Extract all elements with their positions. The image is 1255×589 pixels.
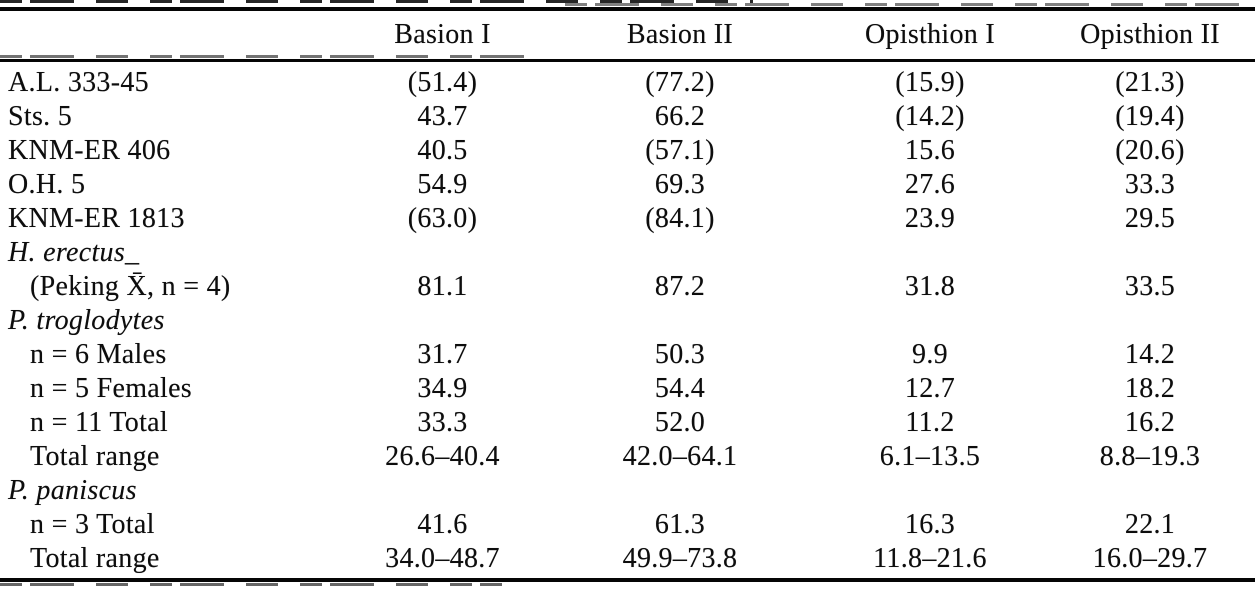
cell-value: (57.1) [645,135,715,166]
cell-value: (63.0) [407,203,478,234]
row-label: n = 6 Males [30,339,167,370]
cell-value: 15.6 [904,135,956,166]
scan-artifact-top [564,3,1255,6]
row-label: n = 11 Total [30,407,168,438]
table-row: A.L. 333-45 (51.4) (77.2) (15.9) (21.3) [0,66,1255,100]
cell-value: 16.3 [904,509,956,540]
cell-value: (51.4) [407,67,478,98]
column-header-basion-1: Basion I [394,19,491,50]
table-row: n = 11 Total 33.3 52.0 11.2 16.2 [0,406,1255,440]
table-header-row: Basion I Basion II Opisthion I Opisthion… [0,12,1255,58]
table-row: Total range 34.0–48.7 49.9–73.8 11.8–21.… [0,542,1255,576]
cell-value: 12.7 [904,373,956,404]
cell-value: 23.9 [904,203,956,234]
cell-value: 9.9 [912,339,948,370]
row-label: n = 5 Females [30,373,193,404]
cell-value: (15.9) [895,67,965,98]
row-label: Sts. 5 [8,101,73,132]
cell-value: 16.2 [1124,407,1176,438]
table-row: (Peking X̄, n = 4) 81.1 87.2 31.8 33.5 [0,270,1255,304]
cell-value: 31.7 [417,339,468,370]
cell-value: 26.6–40.4 [385,441,500,472]
cell-value: 11.2 [905,407,955,438]
table-row: P. troglodytes [0,304,1255,338]
row-label: (Peking X̄, n = 4) [30,271,231,302]
cell-value: (84.1) [645,203,715,234]
cell-value: 40.5 [417,135,468,166]
cell-value: 61.3 [654,509,706,540]
cell-value: 50.3 [654,339,706,370]
cell-value: 27.6 [904,169,956,200]
column-header-opisthion-2: Opisthion II [1080,19,1220,50]
scan-artifact-top [0,0,753,3]
cell-value: 69.3 [654,169,706,200]
table-body: A.L. 333-45 (51.4) (77.2) (15.9) (21.3) … [0,66,1255,576]
table-row: KNM-ER 1813 (63.0) (84.1) 23.9 29.5 [0,202,1255,236]
scan-artifact-mid [0,55,528,58]
table-row: O.H. 5 54.9 69.3 27.6 33.3 [0,168,1255,202]
table-row: KNM-ER 406 40.5 (57.1) 15.6 (20.6) [0,134,1255,168]
cell-value: 33.3 [417,407,468,438]
cell-value: (21.3) [1115,67,1185,98]
cell-value: 34.9 [417,373,468,404]
table-row: n = 6 Males 31.7 50.3 9.9 14.2 [0,338,1255,372]
row-label: KNM-ER 406 [8,135,171,166]
header-separator-rule [0,59,1255,62]
table-row: H. erectus_ [0,236,1255,270]
row-label: H. erectus_ [8,237,140,268]
cell-value: 43.7 [417,101,468,132]
row-label: n = 3 Total [30,509,155,540]
cell-value: (77.2) [645,67,715,98]
cell-value: 41.6 [417,509,468,540]
cell-value: 54.4 [654,373,706,404]
cell-value: 49.9–73.8 [622,543,738,574]
cell-value: 29.5 [1124,203,1176,234]
row-label: P. troglodytes [8,305,165,336]
cell-value: 66.2 [654,101,706,132]
cell-value: 8.8–19.3 [1099,441,1201,472]
row-label: KNM-ER 1813 [8,203,185,234]
cell-value: (14.2) [895,101,965,132]
cell-value: 33.3 [1124,169,1176,200]
table-row: n = 5 Females 34.9 54.4 12.7 18.2 [0,372,1255,406]
cell-value: 14.2 [1124,339,1176,370]
cell-value: 6.1–13.5 [879,441,981,472]
column-header-opisthion-1: Opisthion I [864,19,996,50]
cell-value: 22.1 [1124,509,1176,540]
table-row: P. paniscus [0,474,1255,508]
cell-value: 81.1 [417,271,468,302]
table-row: Sts. 5 43.7 66.2 (14.2) (19.4) [0,100,1255,134]
cell-value: 54.9 [417,169,468,200]
table-bottom-rule [0,578,1255,582]
row-label: P. paniscus [8,475,137,506]
column-header-basion-2: Basion II [626,19,734,50]
cell-value: 18.2 [1124,373,1176,404]
row-label: Total range [30,441,160,472]
cell-value: (19.4) [1115,101,1185,132]
cell-value: 87.2 [654,271,706,302]
cell-value: (20.6) [1115,135,1185,166]
cell-value: 34.0–48.7 [385,543,500,574]
row-label: O.H. 5 [8,169,86,200]
table-top-rule [0,7,1255,11]
table-row: n = 3 Total 41.6 61.3 16.3 22.1 [0,508,1255,542]
cell-value: 16.0–29.7 [1092,543,1208,574]
table-row: Total range 26.6–40.4 42.0–64.1 6.1–13.5… [0,440,1255,474]
cell-value: 11.8–21.6 [873,543,987,574]
cell-value: 42.0–64.1 [622,441,738,472]
row-label: A.L. 333-45 [8,67,149,98]
cell-value: 31.8 [904,271,956,302]
cell-value: 33.5 [1124,271,1176,302]
cell-value: 52.0 [654,407,706,438]
scan-artifact-bottom [0,583,502,586]
row-label: Total range [30,543,160,574]
